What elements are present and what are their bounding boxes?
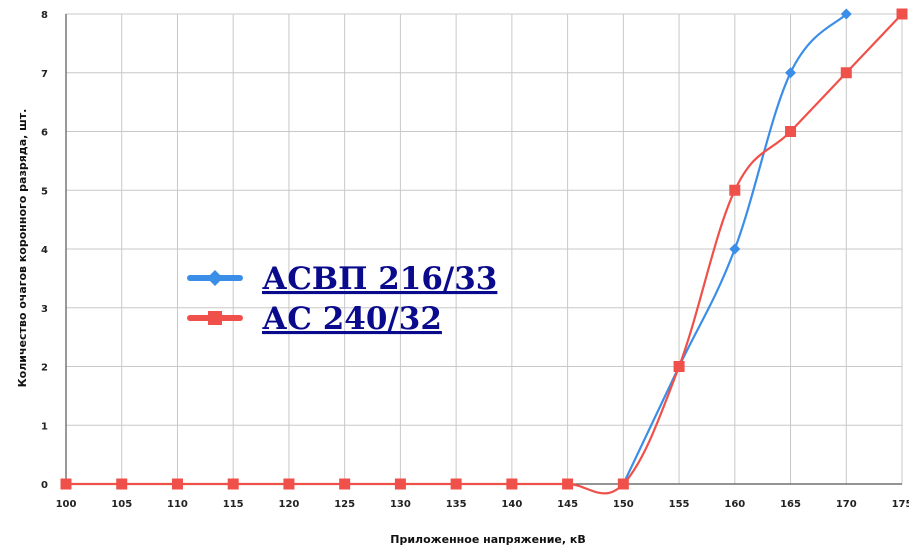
data-point-square — [840, 67, 852, 79]
data-point-square — [450, 478, 462, 490]
x-tick-label: 110 — [167, 499, 188, 510]
x-tick-label: 175 — [892, 499, 909, 510]
data-point-square — [562, 478, 574, 490]
legend-label: АС 240/32 — [262, 301, 442, 337]
y-tick-label: 6 — [41, 128, 48, 139]
data-point-square — [394, 478, 406, 490]
data-point-square — [227, 478, 239, 490]
data-point-square — [785, 126, 797, 137]
x-tick-label: 125 — [334, 499, 355, 510]
y-tick-label: 5 — [41, 186, 48, 197]
y-tick-label: 8 — [41, 10, 48, 21]
x-tick-label: 155 — [669, 499, 690, 510]
x-axis-title: Приложенное напряжение, кВ — [390, 533, 585, 546]
legend-marker-diamond — [207, 270, 223, 286]
data-point-square — [729, 184, 741, 196]
chart-series — [60, 8, 908, 495]
x-tick-label: 140 — [501, 499, 522, 510]
data-point-square — [171, 478, 183, 490]
data-point-diamond — [785, 67, 797, 79]
legend: АСВП 216/33 АС 240/32 — [187, 261, 497, 337]
y-tick-label: 3 — [41, 304, 48, 315]
data-point-square — [617, 478, 629, 490]
data-point-square — [673, 361, 685, 372]
y-tick-label: 0 — [41, 480, 48, 491]
x-tick-label: 150 — [613, 499, 634, 510]
y-axis-title: Количество очагов коронного разряда, шт. — [16, 109, 29, 388]
legend-marker-square — [208, 311, 222, 325]
data-point-diamond — [840, 8, 852, 20]
data-point-diamond — [729, 243, 741, 255]
y-tick-label: 4 — [41, 245, 48, 256]
y-tick-labels: 0 1 2 3 4 5 6 7 8 — [41, 10, 48, 491]
x-tick-label: 165 — [780, 499, 801, 510]
x-tick-label: 120 — [278, 499, 299, 510]
x-tick-label: 115 — [223, 499, 244, 510]
x-tick-label: 160 — [724, 499, 745, 510]
data-point-square — [339, 478, 351, 490]
x-tick-label: 145 — [557, 499, 578, 510]
series-line-1 — [65, 13, 903, 495]
x-tick-label: 170 — [836, 499, 857, 510]
data-point-square — [116, 478, 128, 490]
y-tick-label: 7 — [41, 69, 48, 80]
data-point-square — [506, 478, 518, 490]
x-tick-label: 135 — [446, 499, 467, 510]
x-tick-label: 130 — [390, 499, 411, 510]
data-point-square — [60, 478, 72, 490]
data-point-square — [283, 478, 295, 490]
legend-label: АСВП 216/33 — [262, 261, 497, 297]
x-tick-labels: 100 105 110 115 120 125 130 135 140 145 150 155 160 1… — [56, 499, 909, 510]
y-tick-label: 2 — [41, 363, 48, 374]
y-tick-label: 1 — [41, 421, 48, 432]
data-point-square — [896, 8, 908, 20]
x-tick-label: 105 — [111, 499, 132, 510]
x-tick-label: 100 — [56, 499, 77, 510]
chart-grid — [65, 13, 903, 485]
